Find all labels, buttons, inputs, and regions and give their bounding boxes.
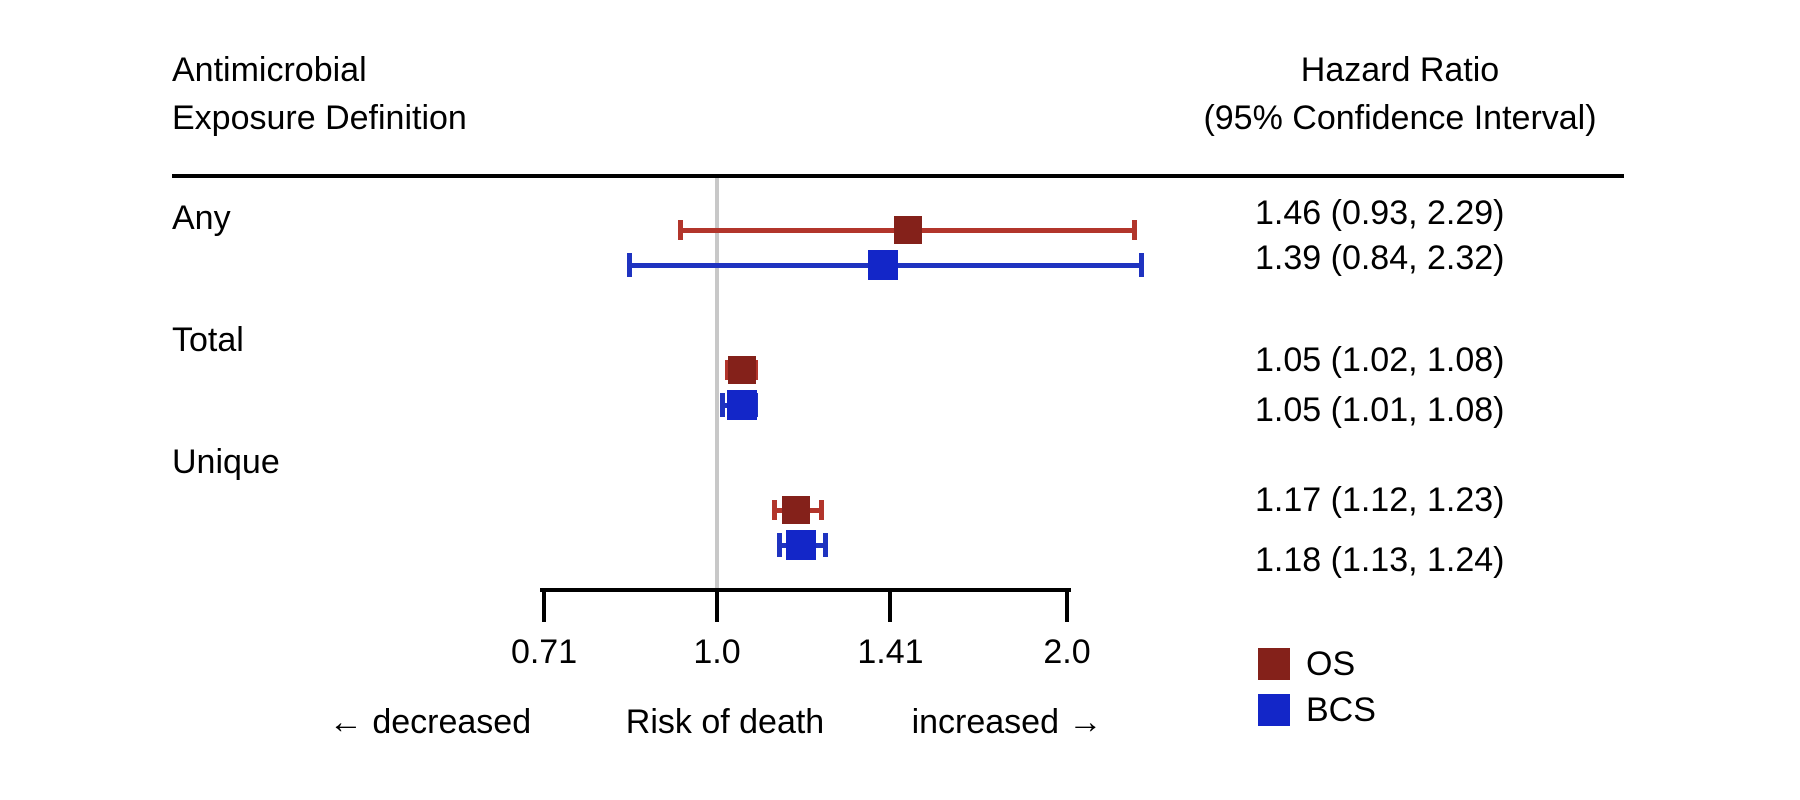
ci-cap-low <box>720 393 726 417</box>
axis-caption-decreased: ← decreased <box>328 703 532 741</box>
row-label: Total <box>172 321 244 359</box>
ci-cap-low <box>776 533 782 557</box>
left-header-line1: Antimicrobial <box>172 51 367 89</box>
hr-value-bcs: 1.39 (0.84, 2.32) <box>1255 239 1505 277</box>
legend-item-os: OS <box>1258 645 1376 683</box>
os-swatch-icon <box>1258 648 1290 680</box>
left-header-line2: Exposure Definition <box>172 99 467 137</box>
axis-tick <box>542 590 547 622</box>
legend-label-bcs: BCS <box>1306 691 1376 729</box>
ci-cap-high <box>1132 220 1138 240</box>
axis-tick <box>888 590 893 622</box>
ci-cap-high <box>822 533 828 557</box>
point-estimate-marker-bcs <box>785 530 816 560</box>
right-column-header: Hazard Ratio (95% Confidence Interval) <box>1203 46 1596 142</box>
legend: OS BCS <box>1258 645 1376 729</box>
reference-line <box>715 178 719 592</box>
ci-cap-low <box>678 220 684 240</box>
ci-cap-low <box>724 360 730 380</box>
header-separator-line <box>172 174 1624 178</box>
ci-cap-low <box>772 500 778 520</box>
axis-tick <box>1065 590 1069 622</box>
axis-tick-label: 2.0 <box>1043 633 1091 671</box>
point-estimate-marker-os <box>782 496 811 524</box>
axis-tick-label: 1.41 <box>857 633 924 671</box>
row-label: Unique <box>172 443 280 481</box>
x-axis-line <box>540 588 1071 592</box>
ci-cap-high <box>818 500 824 520</box>
point-estimate-marker-bcs <box>868 250 899 280</box>
bcs-swatch-icon <box>1258 694 1290 726</box>
point-estimate-marker-os <box>727 356 756 384</box>
right-header-line2: (95% Confidence Interval) <box>1203 99 1597 137</box>
hr-value-os: 1.05 (1.02, 1.08) <box>1255 341 1505 379</box>
ci-cap-high <box>1138 253 1144 277</box>
legend-label-os: OS <box>1306 645 1356 683</box>
hr-value-os: 1.46 (0.93, 2.29) <box>1255 194 1505 232</box>
axis-tick <box>715 590 719 622</box>
axis-tick-label: 0.71 <box>510 633 578 671</box>
axis-caption-risk-of-death: Risk of death <box>625 703 825 741</box>
axis-tick-label: 1.0 <box>693 633 741 671</box>
hr-value-bcs: 1.05 (1.01, 1.08) <box>1255 391 1505 429</box>
row-label: Any <box>172 199 231 237</box>
hr-value-bcs: 1.18 (1.13, 1.24) <box>1255 541 1505 579</box>
hr-value-os: 1.17 (1.12, 1.23) <box>1255 481 1505 519</box>
left-column-header: Antimicrobial Exposure Definition <box>172 46 467 142</box>
legend-item-bcs: BCS <box>1258 691 1376 729</box>
point-estimate-marker-os <box>894 216 923 244</box>
point-estimate-marker-bcs <box>726 390 757 420</box>
ci-cap-low <box>626 253 632 277</box>
axis-caption-increased: increased → <box>911 703 1103 741</box>
right-header-line1: Hazard Ratio <box>1300 51 1500 89</box>
